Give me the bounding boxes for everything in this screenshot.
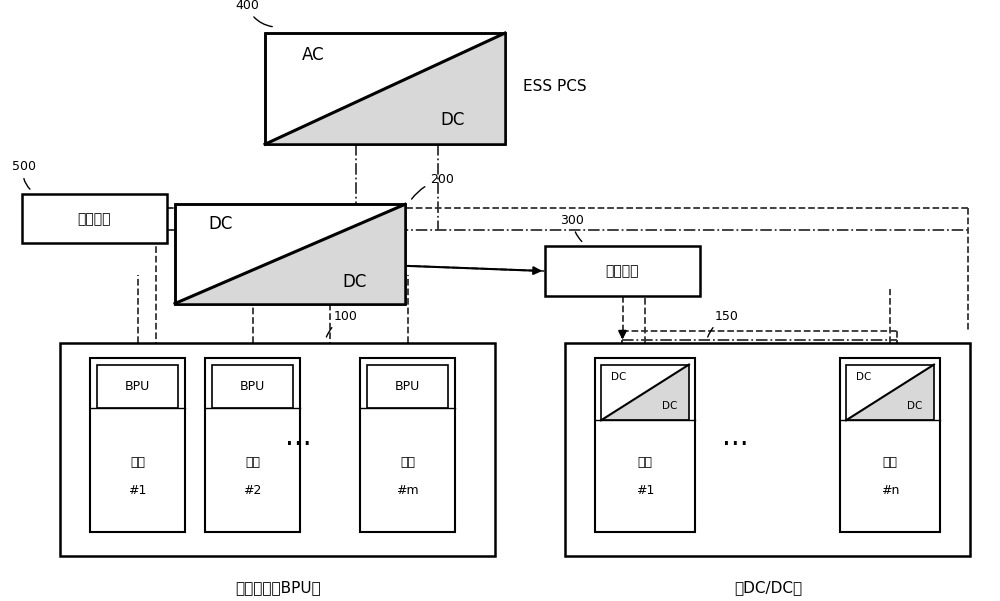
Text: 300: 300 [560,213,584,242]
Text: DC: DC [342,273,367,291]
Text: 旧架: 旧架 [400,456,415,469]
Bar [22,194,167,243]
Text: DC: DC [440,111,464,129]
Bar [175,204,405,304]
Text: BPU: BPU [125,380,150,393]
Bar [367,365,448,408]
Bar [360,358,455,532]
Text: #m: #m [396,484,419,496]
Text: 100: 100 [326,310,358,337]
Bar [601,365,689,420]
Text: ESS PCS: ESS PCS [523,79,587,94]
Text: BPU: BPU [240,380,265,393]
Text: 控制装置: 控制装置 [606,264,639,278]
Text: 新架: 新架 [638,456,652,469]
Text: ···: ··· [285,431,311,459]
Text: 旧架: 旧架 [130,456,145,469]
Text: 400: 400 [235,0,272,26]
Bar [97,365,178,408]
Polygon shape [175,204,405,304]
Bar [175,204,405,304]
Bar [595,358,695,532]
Text: 150: 150 [708,310,739,337]
Text: ···: ··· [722,431,748,459]
Text: #n: #n [881,484,899,496]
Text: BPU: BPU [395,380,420,393]
Text: DC: DC [662,401,677,412]
Text: #2: #2 [243,484,262,496]
Text: 500: 500 [12,160,36,189]
Bar [90,358,185,532]
Text: 发电设备: 发电设备 [78,212,111,226]
Bar [265,33,505,144]
Text: #1: #1 [128,484,147,496]
Polygon shape [846,365,934,420]
Bar [565,343,970,556]
Text: DC: DC [209,215,233,233]
Bar [205,358,300,532]
Text: DC: DC [611,372,626,382]
Bar [60,343,495,556]
Text: 旧架: 旧架 [245,456,260,469]
Text: 新架: 新架 [883,456,898,469]
Bar [545,246,700,296]
Bar [846,365,934,420]
Text: 先前安装的BPU架: 先前安装的BPU架 [235,581,321,595]
Text: #1: #1 [636,484,654,496]
Polygon shape [265,33,505,144]
Bar [265,33,505,144]
Text: 新DC/DC架: 新DC/DC架 [734,581,802,595]
Text: AC: AC [302,46,324,64]
Bar [840,358,940,532]
Polygon shape [601,365,689,420]
Text: DC: DC [907,401,922,412]
Text: 200: 200 [412,173,454,199]
Bar [212,365,293,408]
Text: DC: DC [856,372,871,382]
